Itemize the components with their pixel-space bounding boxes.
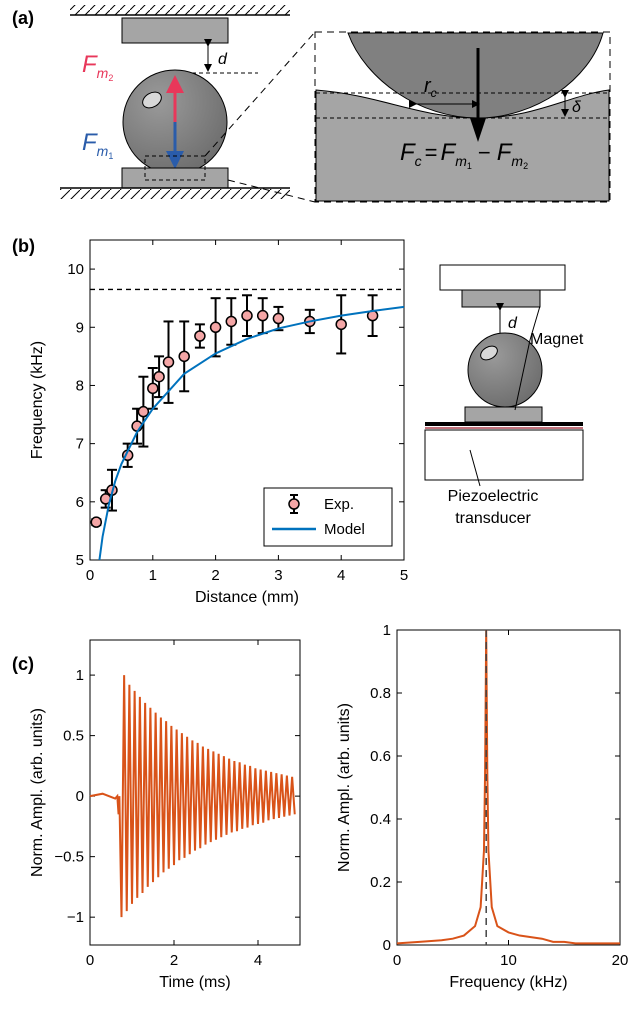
legend-key — [288, 498, 300, 510]
y-tick-label: 1 — [383, 622, 391, 639]
y-tick-label: 0.6 — [370, 748, 391, 765]
data-point — [256, 309, 269, 322]
x-tick-label: 4 — [254, 952, 262, 969]
y-tick-label: 0 — [76, 788, 84, 805]
x-axis-label: Time (ms) — [159, 974, 230, 991]
y-axis-label: Frequency (kHz) — [29, 341, 46, 459]
x-tick-label: 4 — [337, 567, 345, 584]
y-tick-label: 1 — [76, 667, 84, 684]
diagram-b: d Magnet Piezoelectric transducer — [424, 264, 584, 527]
x-tick-label: 10 — [500, 952, 517, 969]
data-point — [147, 382, 159, 395]
force-top: Fm2 — [82, 51, 113, 83]
data-point — [241, 309, 253, 322]
y-tick-label: 8 — [76, 377, 84, 394]
x-tick-label: 1 — [149, 567, 157, 584]
panel-label: (c) — [12, 654, 34, 674]
y-tick-label: 0.8 — [370, 685, 391, 702]
data-point — [90, 516, 103, 528]
data-point — [137, 405, 150, 418]
transducer-label: Piezoelectric — [448, 488, 539, 505]
data-line — [98, 305, 405, 561]
y-tick-label: 0.4 — [370, 811, 391, 828]
data-point — [272, 312, 285, 325]
x-tick-label: 3 — [274, 567, 282, 584]
diagram-a: d Fm2 Fm1 rc δ Fc = Fm1− Fm2 — [60, 5, 611, 203]
data-point — [194, 330, 206, 342]
data-point — [178, 350, 190, 363]
force-bottom: Fm1 — [82, 129, 113, 161]
y-tick-label: 0 — [383, 937, 391, 954]
data-point — [335, 318, 347, 331]
data-point — [153, 370, 165, 383]
x-tick-label: 0 — [86, 952, 94, 969]
y-tick-label: −0.5 — [54, 849, 84, 866]
data-point — [225, 315, 238, 328]
gap-label: d — [218, 51, 228, 68]
y-tick-label: 7 — [76, 436, 84, 453]
x-tick-label: 5 — [400, 567, 408, 584]
x-axis-label: Frequency (kHz) — [449, 974, 567, 991]
y-tick-label: 0.5 — [63, 728, 84, 745]
x-tick-label: 20 — [612, 952, 629, 969]
transducer-label: transducer — [455, 510, 531, 527]
x-tick-label: 2 — [211, 567, 219, 584]
y-tick-label: 0.2 — [370, 874, 391, 891]
y-tick-label: 10 — [67, 261, 84, 278]
legend-label: Model — [324, 521, 365, 538]
panel-label: (a) — [12, 8, 34, 28]
legend-box — [263, 487, 393, 547]
formula: Fc = Fm1− Fm2 — [400, 139, 528, 171]
x-tick-label: 0 — [393, 952, 401, 969]
data-point — [162, 356, 175, 368]
y-axis-label: Norm. Ampl. (arb. units) — [336, 703, 353, 872]
x-axis-label: Distance (mm) — [195, 589, 299, 606]
y-tick-label: 9 — [76, 319, 84, 336]
gap-label: d — [508, 315, 518, 332]
data-line — [89, 675, 296, 918]
x-tick-label: 0 — [86, 567, 94, 584]
data-line — [396, 629, 620, 945]
magnet-label: Magnet — [530, 331, 584, 348]
data-point — [209, 321, 222, 334]
panel-label: (b) — [12, 236, 35, 256]
indentation-label: δ — [572, 99, 582, 116]
contact-radius: rc — [424, 75, 437, 100]
y-axis-label: Norm. Ampl. (arb. units) — [29, 708, 46, 877]
axes-box — [396, 629, 621, 946]
legend-label: Exp. — [324, 496, 354, 513]
y-tick-label: 5 — [76, 552, 84, 569]
y-tick-label: 6 — [76, 494, 84, 511]
x-tick-label: 2 — [170, 952, 178, 969]
y-tick-label: −1 — [67, 909, 84, 926]
